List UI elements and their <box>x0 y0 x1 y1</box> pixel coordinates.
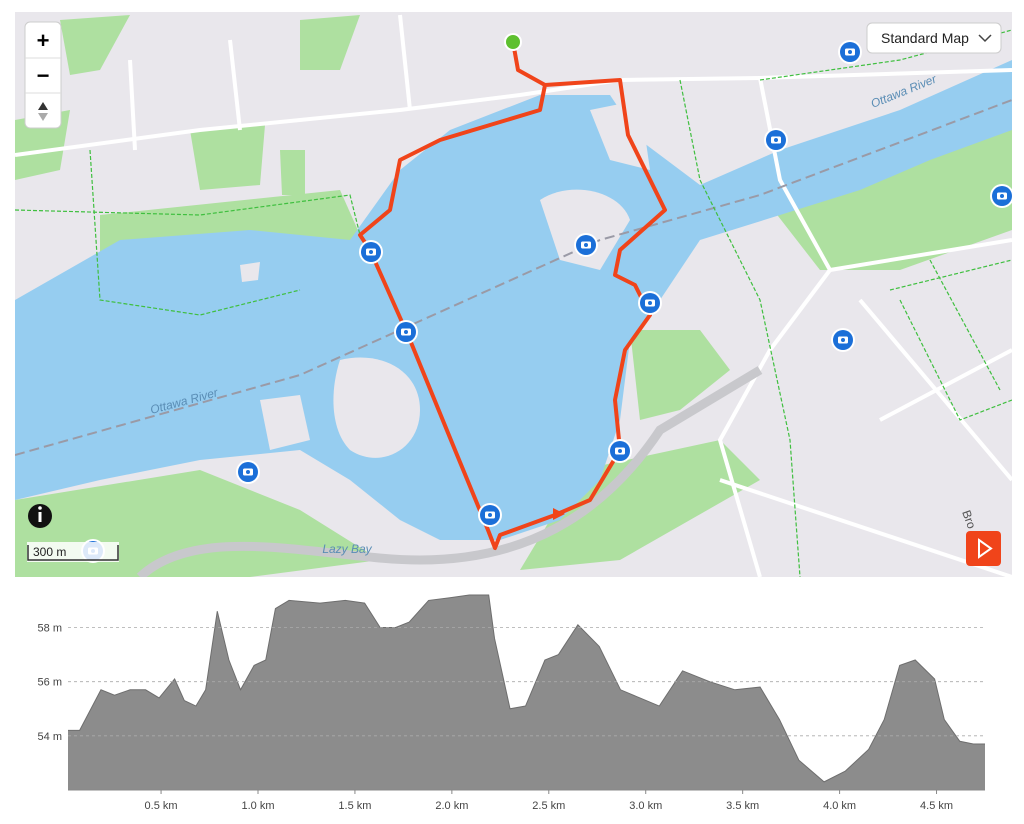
photo-marker[interactable] <box>638 291 662 315</box>
camera-lens <box>584 243 588 247</box>
camera-lens <box>848 50 852 54</box>
x-tick-label: 4.5 km <box>920 800 953 812</box>
zoom-in[interactable]: + <box>37 28 50 53</box>
camera-lens <box>1000 194 1004 198</box>
map-type[interactable]: Standard Map <box>881 30 969 46</box>
scale-bar: 300 m <box>27 542 119 562</box>
elevation-fill <box>68 595 985 790</box>
camera-lens <box>404 330 408 334</box>
compass-south <box>38 113 48 121</box>
x-tick-label: 2.0 km <box>435 800 468 812</box>
x-tick-label: 3.5 km <box>726 800 759 812</box>
x-tick-label: 1.0 km <box>241 800 274 812</box>
photo-marker[interactable] <box>990 184 1014 208</box>
map-type-select[interactable]: Standard Map <box>866 22 1002 54</box>
camera-lens <box>774 138 778 142</box>
photo-marker[interactable] <box>236 460 260 484</box>
camera-lens <box>488 513 492 517</box>
y-tick-label: 54 m <box>38 731 62 743</box>
play-icon <box>978 538 993 559</box>
photo-marker[interactable] <box>838 40 862 64</box>
info-icon <box>38 512 42 522</box>
photo-marker[interactable] <box>359 240 383 264</box>
zoom-control: + − <box>24 21 62 129</box>
islands <box>240 100 650 458</box>
zoom-out[interactable]: − <box>37 63 50 88</box>
x-tick-label: 1.5 km <box>338 800 371 812</box>
camera-lens <box>369 250 373 254</box>
camera-lens <box>246 470 250 474</box>
route-arrow <box>553 508 565 520</box>
y-tick-label: 58 m <box>38 623 62 635</box>
camera-lens <box>648 301 652 305</box>
photo-marker[interactable] <box>831 328 855 352</box>
elevation-line <box>68 594 985 783</box>
camera-lens <box>841 338 845 342</box>
scale-label: 300 m <box>33 545 66 559</box>
map-label: Lazy Bay <box>322 542 372 556</box>
rail <box>15 99 1012 456</box>
photo-marker[interactable] <box>394 320 418 344</box>
x-tick-label: 3.0 km <box>629 800 662 812</box>
parkway <box>136 366 763 577</box>
x-tick-label: 2.5 km <box>532 800 565 812</box>
play-button[interactable] <box>966 531 1001 566</box>
y-tick-label: 56 m <box>38 677 62 689</box>
roads <box>15 14 1012 577</box>
camera-lens <box>618 449 622 453</box>
photo-marker[interactable] <box>478 503 502 527</box>
info-icon-dot <box>38 506 42 510</box>
map-label: Bro <box>959 508 979 531</box>
map[interactable]: Ottawa River Ottawa River Lazy Bay Bro +… <box>15 12 1014 577</box>
x-tick-label: 4.0 km <box>823 800 856 812</box>
elevation-chart: 54 m 56 m 58 m 0.5 km 1.0 km 1.5 km 2.0 km 2.5 … <box>38 594 985 812</box>
start-marker[interactable] <box>504 33 522 51</box>
photo-marker[interactable] <box>764 128 788 152</box>
route <box>358 41 667 550</box>
photo-marker[interactable] <box>608 439 632 463</box>
compass[interactable] <box>38 102 48 110</box>
photo-marker[interactable] <box>574 233 598 257</box>
x-tick-label: 0.5 km <box>145 800 178 812</box>
